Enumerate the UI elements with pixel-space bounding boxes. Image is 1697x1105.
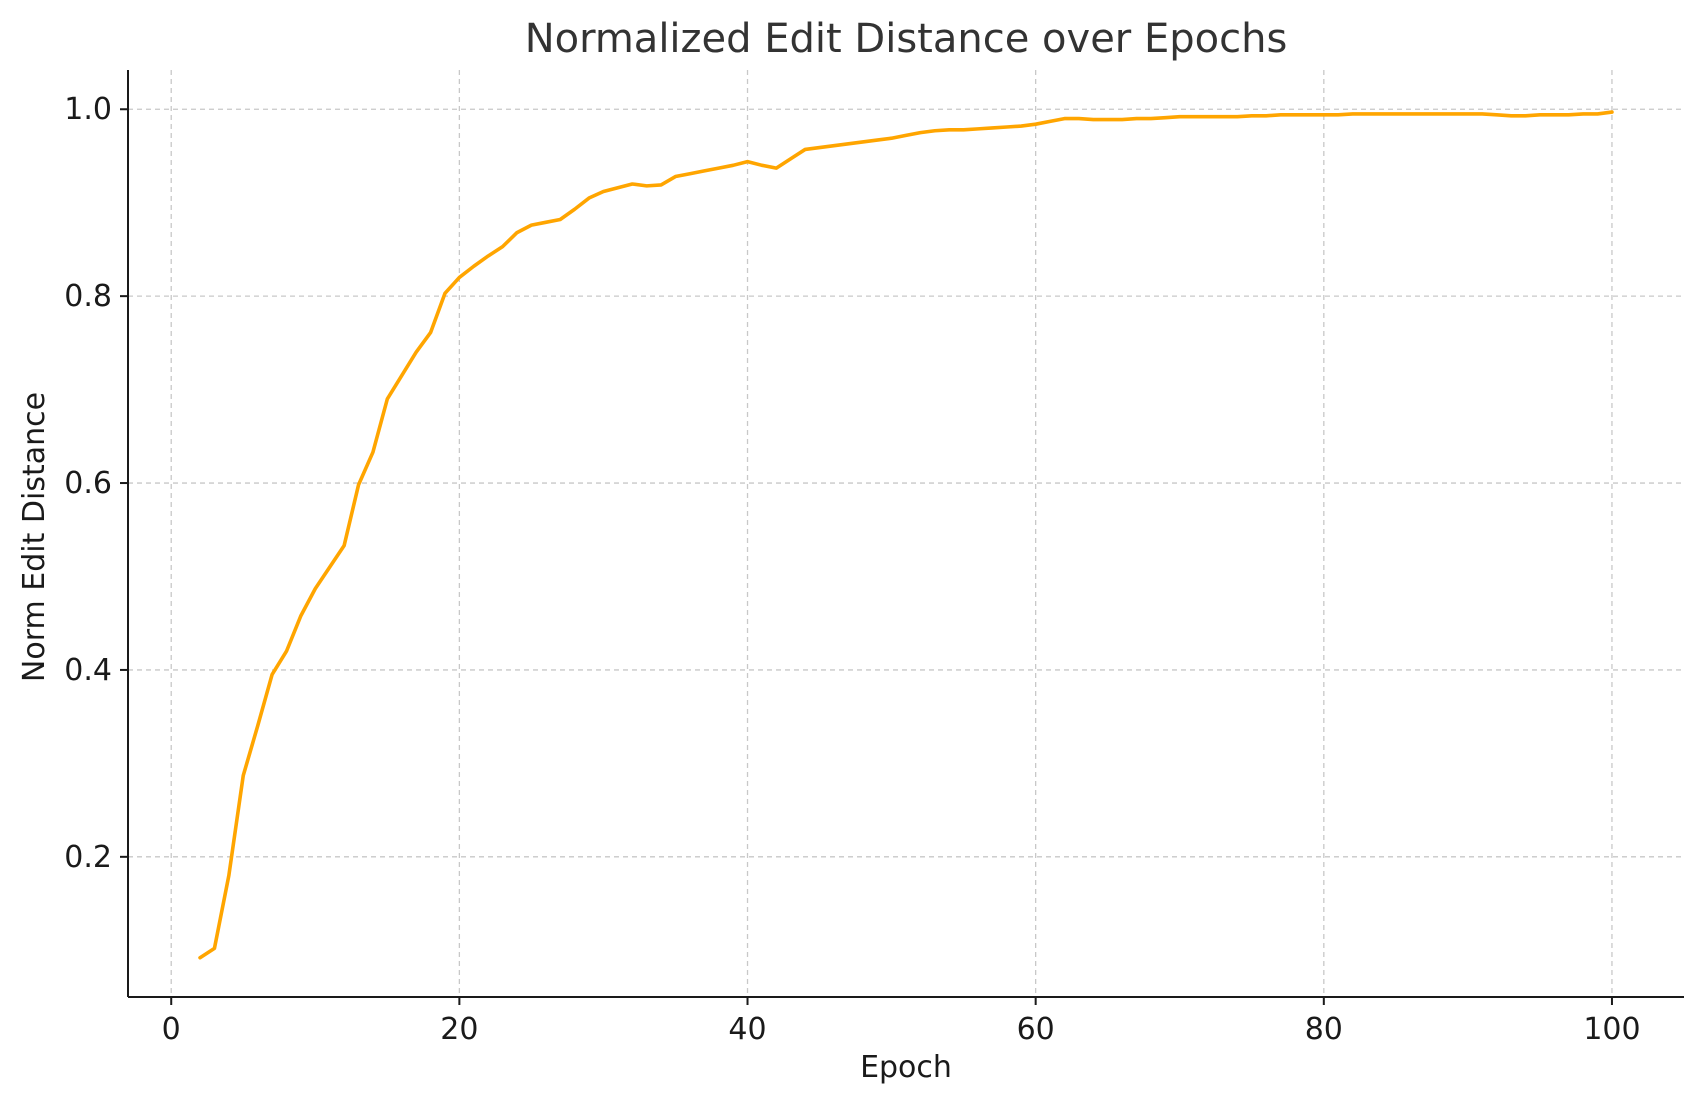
series-line [198,110,1614,960]
x-tick-label: 80 [1305,1012,1343,1047]
ticks: 0 20 40 60 80 100 0.2 0.4 0.6 0.8 1.0 [64,92,1640,1047]
x-tick-label: 20 [440,1012,478,1047]
y-tick-label: 1.0 [64,92,112,127]
y-tick-label: 0.2 [64,840,112,875]
axes [127,70,1684,998]
y-tick-label: 0.8 [64,279,112,314]
y-axis-label: Norm Edit Distance [17,392,52,682]
x-axis-label: Epoch [860,1050,952,1085]
y-tick-label: 0.4 [64,653,112,688]
series-layer [198,110,1614,960]
x-tick-label: 0 [162,1012,181,1047]
x-tick-label: 60 [1017,1012,1055,1047]
x-tick-label: 100 [1583,1012,1640,1047]
grid [128,70,1684,997]
chart-title: Normalized Edit Distance over Epochs [525,16,1288,62]
y-tick-label: 0.6 [64,466,112,501]
x-tick-label: 40 [728,1012,766,1047]
